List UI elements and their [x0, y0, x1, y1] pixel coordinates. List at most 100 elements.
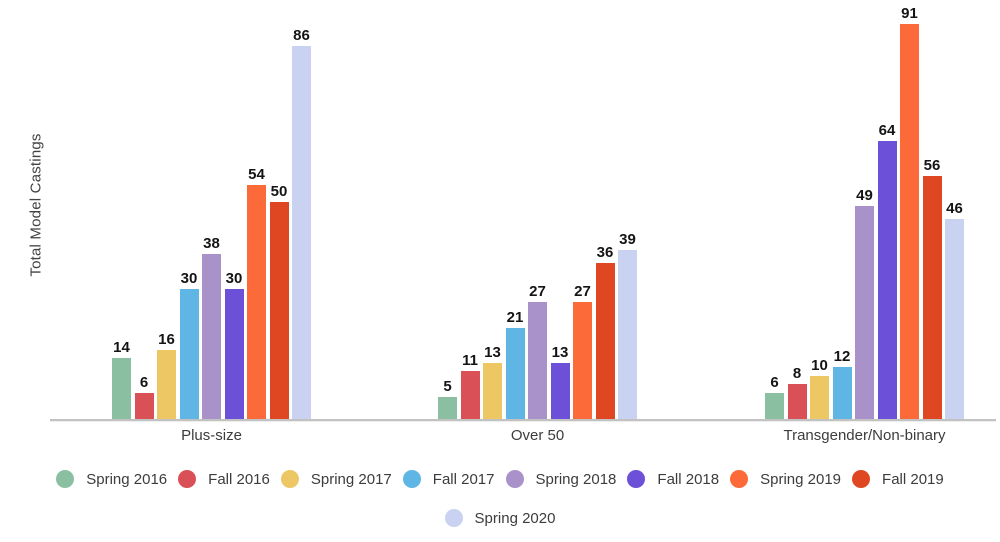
bar-slot: 12	[832, 347, 852, 419]
bar-plus-size-fall-2017	[179, 288, 199, 419]
bar-plus-size-fall-2019	[269, 202, 289, 419]
bar-transgender-non-binary-spring-2020	[945, 219, 964, 419]
bar-value-label: 12	[833, 347, 851, 365]
category-label-plus-size: Plus-size	[181, 427, 242, 444]
bar-plus-size-fall-2018	[224, 288, 244, 419]
bar-value-label: 21	[506, 308, 524, 326]
y-axis-label: Total Model Castings	[27, 133, 45, 277]
bar-slot: 27	[528, 284, 547, 419]
x-axis-line	[50, 419, 996, 422]
bar-slot: 30	[224, 269, 244, 419]
bar-transgender-non-binary-fall-2018	[877, 141, 897, 419]
bar-slot: 5	[438, 379, 457, 419]
bar-over-50-spring-2018	[528, 301, 547, 419]
legend-swatch-icon	[627, 470, 646, 488]
legend-item-spring-2018: Spring 2018	[505, 470, 617, 488]
bar-over-50-fall-2016	[460, 371, 480, 419]
category-label-over-50: Over 50	[510, 427, 565, 444]
bar-slot: 8	[787, 366, 807, 419]
bar-value-label: 27	[529, 282, 546, 300]
legend-swatch-icon	[852, 470, 871, 488]
bar-over-50-spring-2016	[438, 397, 457, 419]
bar-transgender-non-binary-fall-2019	[922, 175, 942, 419]
bar-transgender-non-binary-fall-2017	[832, 366, 852, 419]
bar-value-label: 6	[139, 374, 149, 391]
bar-slot: 14	[112, 340, 131, 419]
legend-item-spring-2017: Spring 2017	[280, 470, 392, 488]
legend-item-fall-2017: Fall 2017	[402, 470, 495, 488]
bar-transgender-non-binary-spring-2018	[855, 206, 874, 419]
legend-swatch-icon	[444, 509, 463, 527]
bar-slot: 38	[202, 236, 221, 419]
bar-plus-size-spring-2018	[202, 254, 221, 419]
bar-slot: 46	[945, 201, 964, 419]
bar-over-50-fall-2018	[550, 362, 570, 419]
bar-value-label: 13	[551, 343, 569, 361]
bar-group-plus-size: 14 6 16 30 38 30 54 50 86	[112, 28, 311, 419]
legend-label: Fall 2019	[882, 470, 944, 488]
bar-slot: 13	[550, 343, 570, 419]
legend-item-spring-2016: Spring 2016	[56, 470, 167, 488]
bar-slot: 36	[595, 245, 615, 419]
legend-swatch-icon	[56, 470, 75, 488]
legend-swatch-icon	[730, 470, 749, 488]
bar-transgender-non-binary-fall-2016	[787, 384, 807, 419]
legend-swatch-icon	[402, 470, 421, 488]
bar-value-label: 14	[113, 339, 130, 357]
legend-label: Spring 2017	[310, 470, 392, 488]
bar-slot: 54	[247, 167, 266, 419]
bar-value-label: 86	[293, 26, 310, 44]
category-label-transgender-non-binary: Transgender/Non-binary	[783, 427, 946, 444]
bar-slot: 10	[810, 358, 829, 419]
legend-item-fall-2019: Fall 2019	[852, 470, 944, 488]
legend-label: Spring 2018	[535, 470, 617, 488]
bar-value-label: 64	[878, 122, 896, 140]
bar-value-label: 16	[158, 330, 175, 348]
bar-value-label: 6	[770, 374, 779, 391]
bar-slot: 6	[134, 374, 154, 419]
bar-transgender-non-binary-spring-2016	[765, 393, 784, 419]
bar-slot: 30	[179, 271, 199, 419]
legend-swatch-icon	[505, 470, 524, 488]
bar-over-50-spring-2019	[573, 301, 592, 419]
legend-label: Spring 2016	[86, 470, 168, 488]
legend-label: Fall 2017	[432, 470, 495, 488]
bar-value-label: 27	[574, 282, 591, 300]
legend-swatch-icon	[178, 470, 197, 488]
bar-value-label: 54	[248, 165, 265, 183]
bar-plus-size-spring-2017	[157, 349, 176, 419]
bar-over-50-spring-2017	[483, 362, 502, 419]
bar-value-label: 5	[443, 378, 452, 396]
bar-value-label: 56	[923, 156, 941, 174]
bar-slot: 64	[877, 122, 897, 419]
legend-label: Fall 2018	[657, 470, 720, 488]
bar-value-label: 30	[225, 269, 243, 287]
legend-label: Spring 2020	[474, 509, 556, 527]
legend-item-spring-2019: Spring 2019	[730, 470, 841, 488]
bar-slot: 27	[573, 284, 592, 419]
bar-value-label: 38	[203, 235, 220, 253]
bar-slot: 16	[157, 330, 176, 419]
bar-plus-size-spring-2019	[247, 184, 266, 419]
bar-slot: 86	[292, 28, 311, 419]
bar-value-label: 50	[270, 183, 288, 200]
bar-slot: 50	[269, 183, 289, 419]
legend-label: Spring 2019	[760, 470, 842, 488]
bar-slot: 11	[460, 352, 480, 419]
bar-value-label: 13	[484, 343, 501, 361]
bar-plus-size-spring-2020	[292, 45, 311, 419]
bar-plus-size-spring-2016	[112, 358, 131, 419]
legend-item-spring-2020: Spring 2020	[444, 509, 556, 527]
bar-over-50-fall-2017	[505, 327, 525, 419]
bar-slot: 39	[618, 232, 637, 419]
bar-slot: 49	[855, 188, 874, 419]
legend-row: Spring 2020	[444, 509, 556, 527]
legend-item-fall-2018: Fall 2018	[627, 470, 719, 488]
bar-value-label: 11	[462, 352, 478, 370]
bar-value-label: 46	[946, 200, 963, 218]
bar-slot: 6	[765, 375, 784, 419]
bar-value-label: 49	[856, 187, 873, 205]
bar-value-label: 39	[619, 230, 636, 248]
bar-over-50-spring-2020	[618, 249, 637, 419]
